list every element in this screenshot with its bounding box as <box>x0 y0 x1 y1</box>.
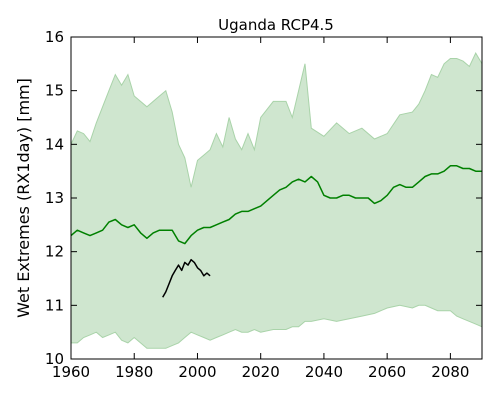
x-tick-label: 2040 <box>305 363 343 381</box>
y-tick-label: 15 <box>45 82 64 100</box>
model-range-band <box>70 52 483 349</box>
y-tick-label: 12 <box>45 243 64 261</box>
x-tick-label: 2020 <box>242 363 280 381</box>
y-axis-title: Wet Extremes (RX1day) [mm] <box>14 78 33 318</box>
observed-line <box>162 258 211 298</box>
x-tick-label: 2060 <box>368 363 406 381</box>
model-median-line <box>70 165 482 245</box>
y-tick-label: 10 <box>45 350 64 368</box>
plot-area <box>70 52 483 349</box>
y-tick-label: 14 <box>45 135 64 153</box>
plot-frame <box>70 36 483 360</box>
x-tick-label: 1960 <box>52 363 90 381</box>
y-axis: 10 11 12 13 14 15 16 <box>45 28 482 368</box>
y-tick-label: 13 <box>45 189 64 207</box>
x-tick-label: 2080 <box>431 363 469 381</box>
chart-title: Uganda RCP4.5 <box>218 16 334 34</box>
x-tick-label: 2000 <box>178 363 216 381</box>
x-tick-label: 1980 <box>115 363 153 381</box>
x-axis: 1960 1980 2000 2020 2040 2060 2080 <box>52 37 469 381</box>
y-tick-label: 11 <box>45 296 64 314</box>
y-tick-label: 16 <box>45 28 64 46</box>
